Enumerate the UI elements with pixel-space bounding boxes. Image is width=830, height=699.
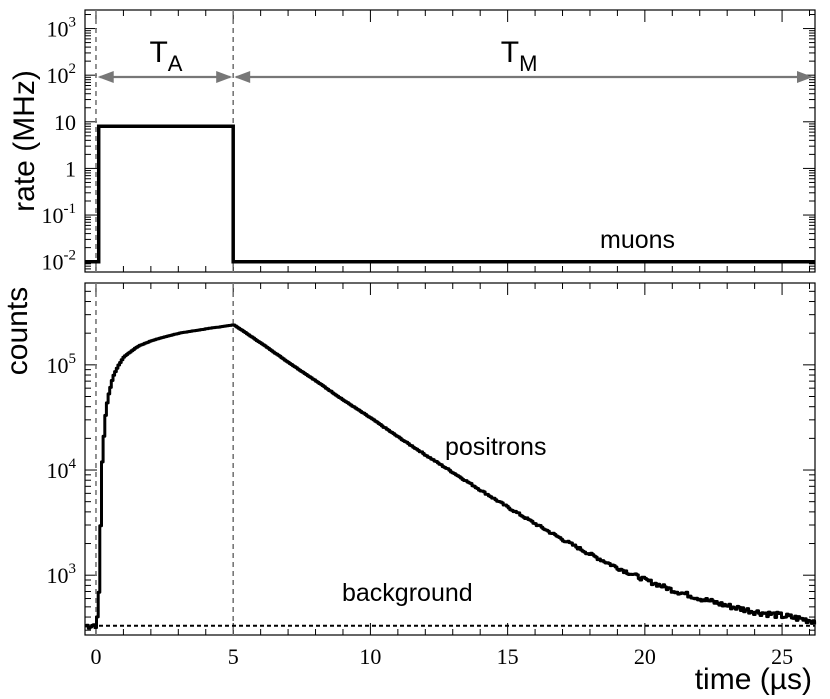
x-tick-label: 5	[228, 644, 239, 669]
interval-label-ta: TA	[149, 36, 182, 76]
x-axis-label: time (µs)	[695, 663, 812, 696]
top-y-tick-label: 103	[47, 15, 77, 42]
top-panel-frame	[84, 9, 816, 273]
x-tick-label: 20	[634, 644, 656, 669]
top-y-tick-label: 10-1	[42, 201, 77, 228]
top-panel: 10-2 10-1 1 10 102 103 rate (MHz) TA TM muons	[8, 9, 816, 275]
muons-series-label: muons	[600, 226, 675, 254]
top-y-axis-ticks: 10-2 10-1 1 10 102 103	[42, 14, 815, 275]
top-y-tick-label: 1	[65, 156, 76, 181]
muons-series-line	[85, 124, 815, 264]
positrons-series-line	[85, 323, 817, 630]
interval-arrow-ta	[97, 71, 233, 83]
interval-arrowhead-left	[234, 71, 251, 83]
interval-arrowhead-right	[797, 71, 813, 83]
top-y-tick-label: 102	[47, 61, 77, 88]
positrons-series-label: positrons	[445, 433, 546, 461]
top-x-axis-ticks	[95, 10, 811, 272]
interval-label-tm: TM	[501, 36, 538, 76]
bottom-y-tick-label: 103	[47, 561, 77, 588]
bottom-y-axis-label: counts	[1, 287, 34, 375]
x-tick-label: 15	[497, 644, 519, 669]
bottom-y-tick-label: 104	[47, 456, 77, 483]
interval-arrowhead-right	[216, 71, 233, 83]
interval-arrow-tm	[234, 71, 813, 83]
x-tick-label: 0	[90, 644, 101, 669]
top-y-tick-label: 10	[54, 110, 76, 135]
bottom-panel: 103 104 105 0 5 10 15 20 25 counts time (µs) po…	[1, 282, 817, 696]
background-series-label: background	[342, 579, 473, 607]
interval-arrowhead-left	[97, 71, 114, 83]
bottom-y-tick-label: 105	[47, 351, 77, 378]
bottom-panel-frame	[84, 282, 816, 636]
bottom-x-axis-ticks: 0 5 10 15 20 25	[90, 283, 811, 669]
bottom-y-axis-ticks: 103 104 105	[47, 282, 815, 631]
top-y-axis-label: rate (MHz)	[8, 70, 41, 212]
top-y-tick-label: 10-2	[42, 248, 77, 275]
x-tick-label: 10	[359, 644, 381, 669]
x-tick-label: 25	[771, 644, 793, 669]
